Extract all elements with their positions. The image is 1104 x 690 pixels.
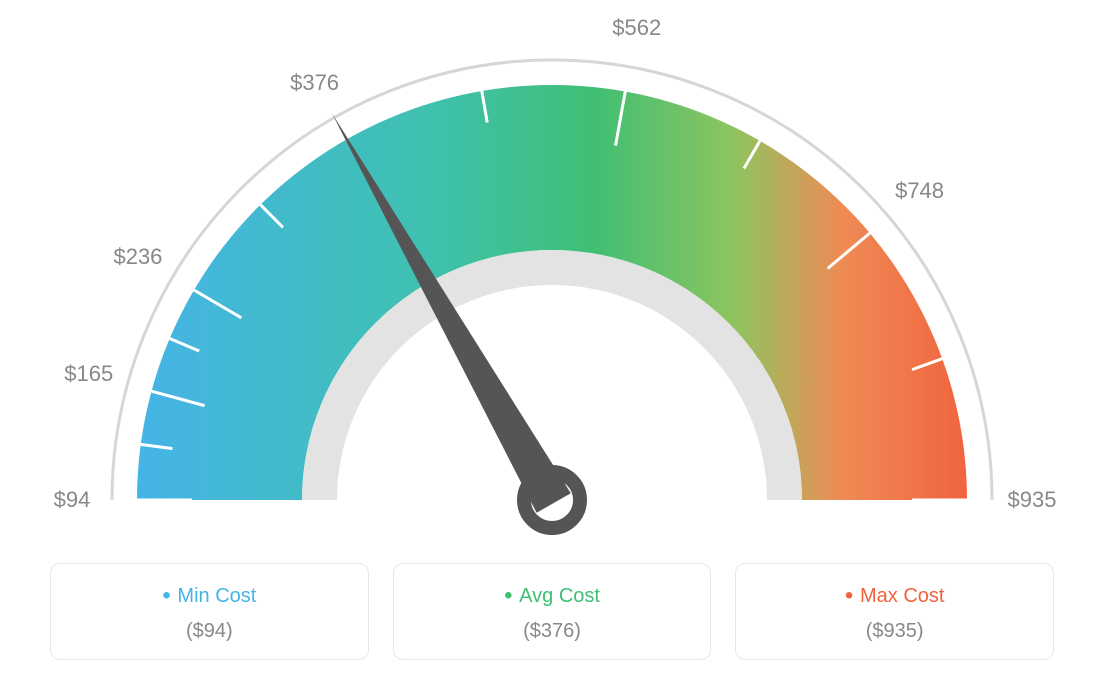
gauge-color-arc	[137, 85, 967, 500]
legend-value-min: ($94)	[61, 620, 358, 643]
gauge-tick-label: $165	[64, 361, 113, 387]
gauge-tick-label: $236	[113, 244, 162, 270]
legend-row: Min Cost ($94) Avg Cost ($376) Max Cost …	[50, 563, 1054, 660]
gauge-tick-label: $376	[290, 70, 339, 96]
legend-title-avg: Avg Cost	[404, 582, 701, 610]
gauge-svg	[0, 0, 1104, 560]
gauge-container: $94 $165 $236 $376 $562 $748 $935	[0, 0, 1104, 560]
gauge-tick-label: $935	[1008, 487, 1057, 513]
legend-value-max: ($935)	[746, 620, 1043, 643]
legend-card-min: Min Cost ($94)	[50, 563, 369, 660]
legend-title-max: Max Cost	[746, 582, 1043, 610]
gauge-tick-label: $562	[612, 15, 661, 41]
gauge-tick-label: $748	[895, 178, 944, 204]
legend-card-avg: Avg Cost ($376)	[393, 563, 712, 660]
legend-card-max: Max Cost ($935)	[735, 563, 1054, 660]
legend-value-avg: ($376)	[404, 620, 701, 643]
gauge-tick-label: $94	[54, 487, 91, 513]
legend-title-min: Min Cost	[61, 582, 358, 610]
